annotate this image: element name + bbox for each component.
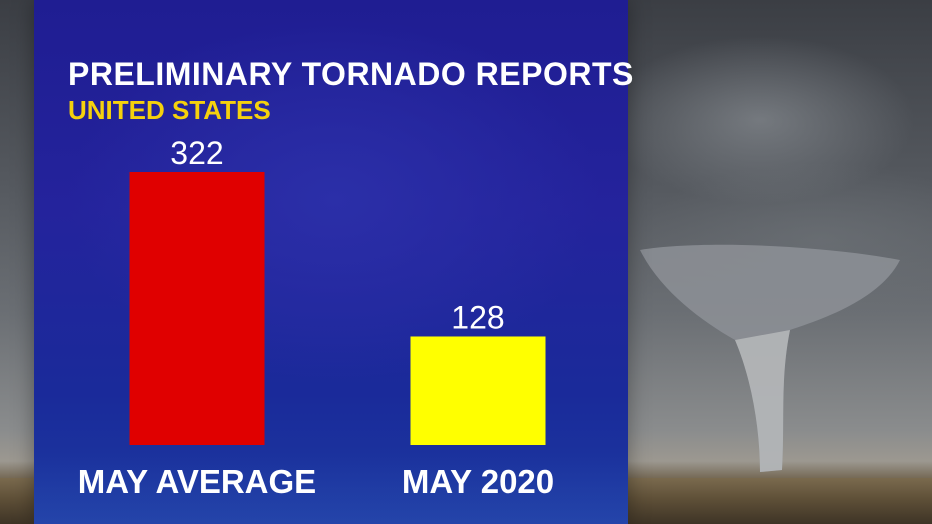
value-label-may-2020: 128 — [451, 299, 504, 335]
bar-may-average — [130, 172, 265, 445]
category-label-may-2020: MAY 2020 — [402, 463, 554, 500]
value-label-may-average: 322 — [170, 135, 223, 171]
category-label-may-average: MAY AVERAGE — [78, 463, 316, 500]
bar-may-2020 — [411, 336, 546, 445]
